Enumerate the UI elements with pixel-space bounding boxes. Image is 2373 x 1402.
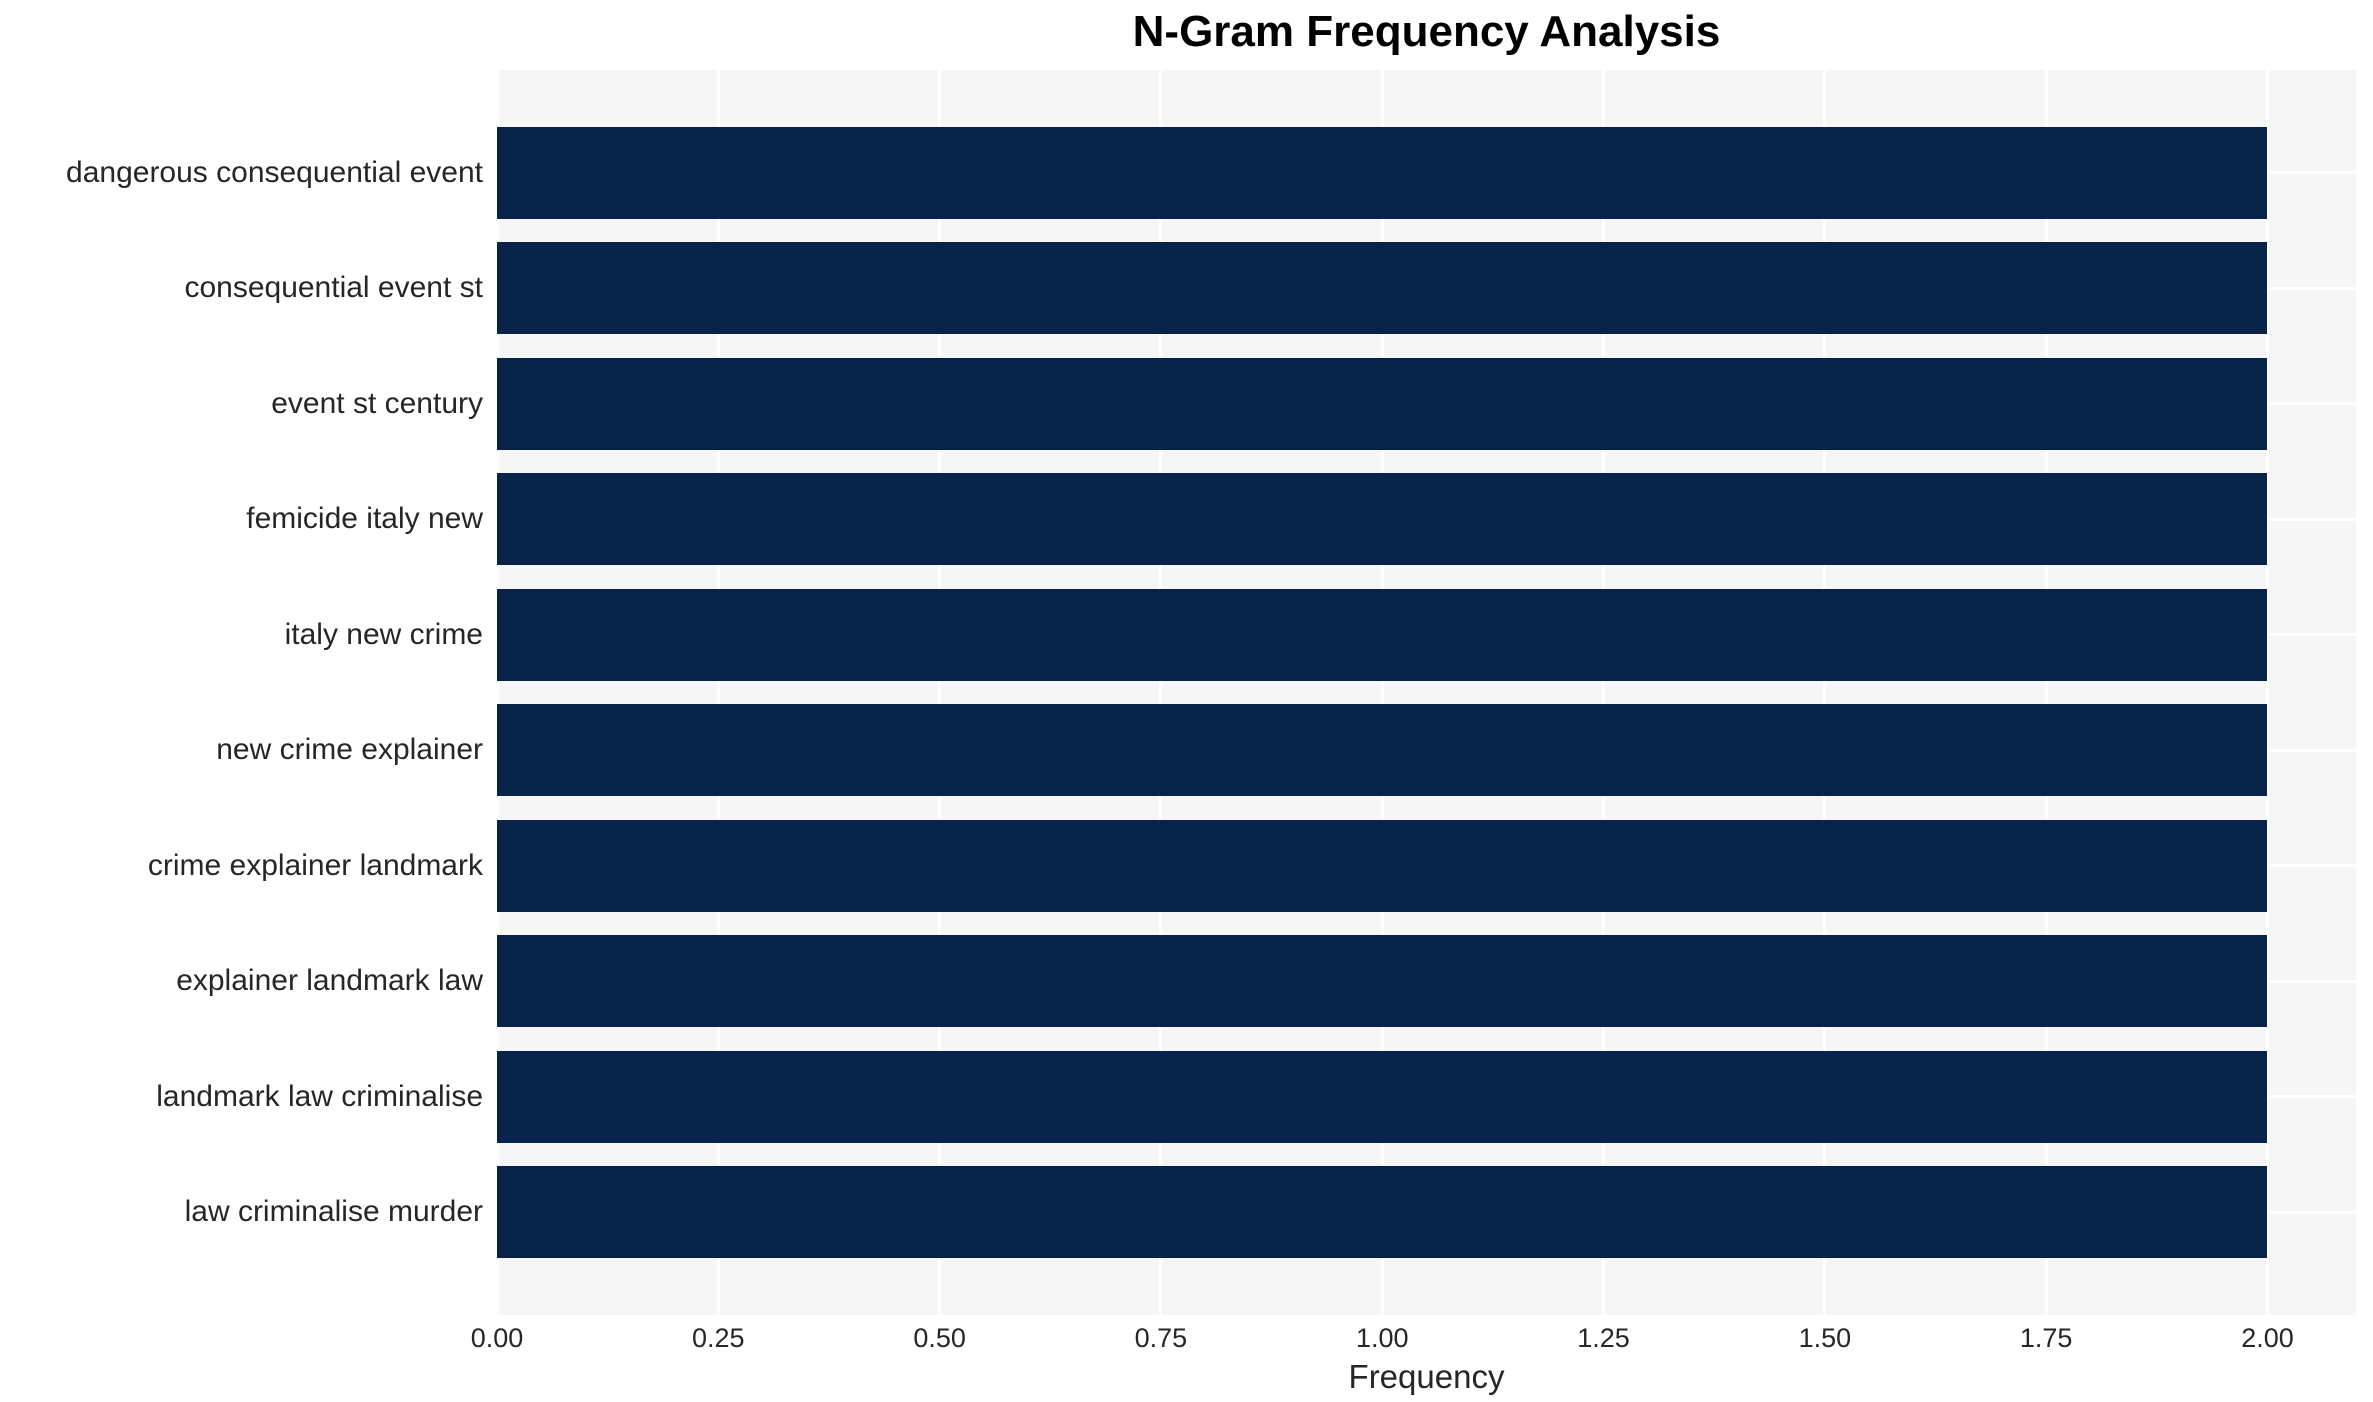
bar [497,473,2268,566]
bar [497,1166,2268,1259]
gridline-vertical [1159,70,1163,1315]
gridline-vertical [495,70,499,1315]
x-tick-label: 1.25 [1577,1323,1630,1353]
x-tick-label: 0.50 [913,1323,966,1353]
bar [497,242,2268,335]
bar [497,935,2268,1028]
y-tick-label: new crime explainer [216,733,483,767]
gridline-vertical [716,70,720,1315]
gridline-vertical [1602,70,1606,1315]
bar [497,1050,2268,1143]
bar [497,704,2268,797]
y-tick-label: explainer landmark law [176,964,483,998]
x-axis-label: Frequency [1348,1358,1505,1395]
x-tick-label: 0.00 [470,1323,524,1353]
gridline-vertical [1380,70,1384,1315]
bar [497,357,2268,450]
gridline-vertical [2265,70,2269,1315]
gridline-vertical [2044,70,2048,1315]
chart-title: N-Gram Frequency Analysis [1132,7,1721,56]
y-tick-label: consequential event st [184,271,483,305]
y-tick-label: landmark law criminalise [156,1079,483,1113]
plot-area [495,70,2356,1315]
bar [497,819,2268,912]
y-tick-label: dangerous consequential event [66,155,483,189]
x-tick-label: 1.50 [1798,1323,1852,1353]
x-tick-label: 1.00 [1355,1323,1409,1353]
x-tick-label: 2.00 [2241,1323,2294,1353]
gridline-vertical [938,70,942,1315]
x-tick-label: 0.75 [1134,1323,1188,1353]
x-tick-label: 1.75 [2019,1323,2073,1353]
y-tick-label: italy new crime [284,617,483,651]
y-tick-label: crime explainer landmark [147,848,483,882]
bar [497,126,2268,219]
y-tick-label: event st century [271,386,483,420]
x-tick-label: 0.25 [692,1323,745,1353]
y-tick-label: law criminalise murder [184,1195,483,1229]
y-tick-label: femicide italy new [246,502,483,536]
gridline-vertical [1823,70,1827,1315]
bar [497,588,2268,681]
